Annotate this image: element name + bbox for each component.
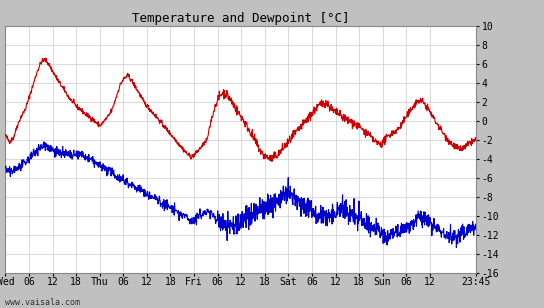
Text: www.vaisala.com: www.vaisala.com <box>5 298 81 307</box>
Title: Temperature and Dewpoint [°C]: Temperature and Dewpoint [°C] <box>132 12 349 25</box>
